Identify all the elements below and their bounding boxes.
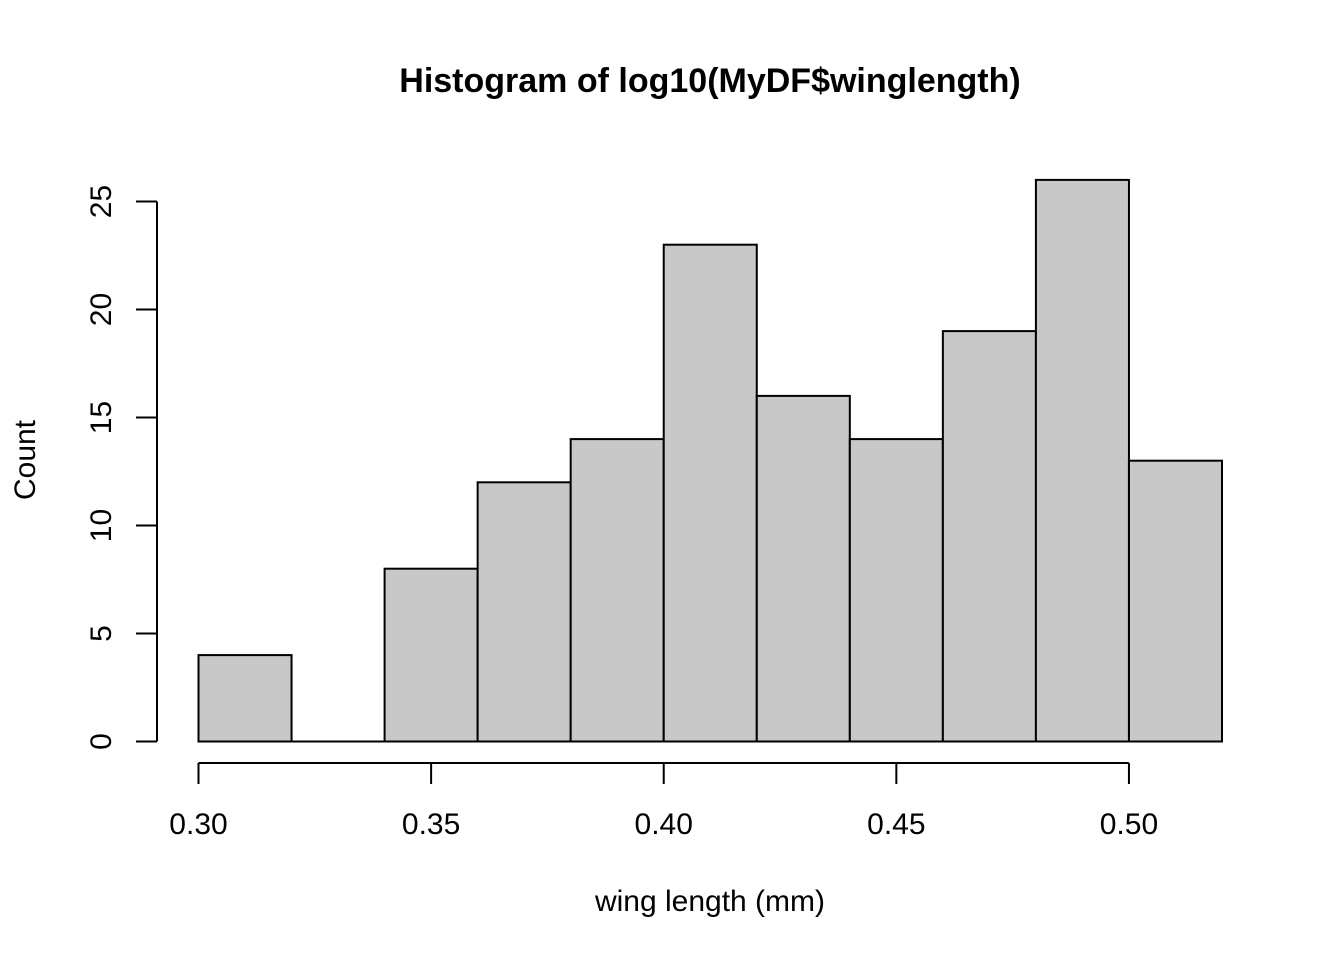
x-tick-label: 0.40 (635, 808, 693, 841)
y-tick-label: 5 (85, 625, 118, 642)
x-tick-label: 0.45 (867, 808, 925, 841)
x-tick-label: 0.30 (169, 808, 227, 841)
histogram-bar (1127, 459, 1224, 743)
x-tick-label: 0.50 (1100, 808, 1158, 841)
y-tick-label: 0 (85, 733, 118, 750)
y-tick-label: 15 (85, 401, 118, 434)
histogram-bar (941, 330, 1037, 743)
y-axis-label: Count (9, 419, 42, 500)
x-tick-label: 0.35 (402, 808, 460, 841)
y-tick-label: 10 (85, 509, 118, 542)
y-tick-label: 20 (85, 293, 118, 326)
histogram-bar (383, 567, 479, 743)
histogram-bar (1034, 178, 1130, 743)
bars-group (197, 178, 1224, 743)
histogram-bar (662, 243, 758, 743)
x-axis-label: wing length (mm) (594, 885, 825, 918)
histogram-bar (197, 654, 293, 743)
histogram-bar (569, 438, 665, 743)
histogram-bar (476, 481, 572, 743)
histogram-bar (755, 394, 851, 743)
histogram-bar (848, 438, 944, 743)
chart-title: Histogram of log10(MyDF$winglength) (399, 62, 1020, 100)
y-tick-label: 25 (85, 185, 118, 218)
x-axis: 0.30 0.35 0.40 0.45 0.50 (169, 762, 1158, 841)
y-axis: 0 5 10 15 20 25 (85, 185, 158, 750)
